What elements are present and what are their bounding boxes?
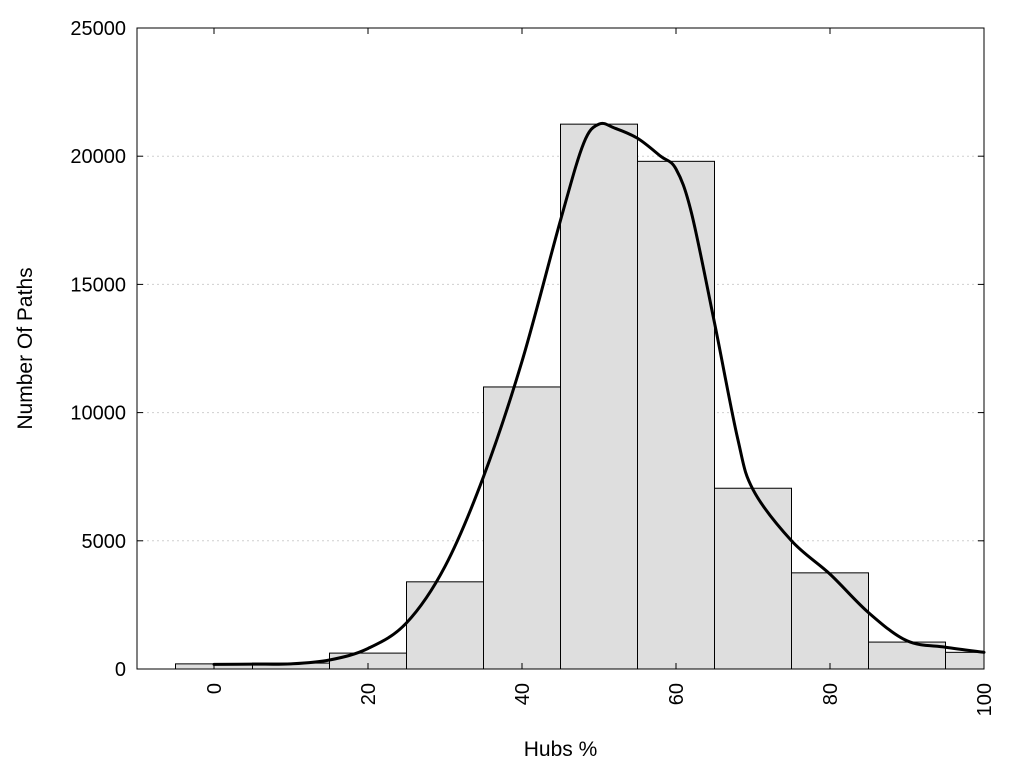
y-tick-label: 0 xyxy=(115,659,126,681)
y-tick-label: 20000 xyxy=(70,146,126,168)
plot-frame xyxy=(136,27,985,670)
y-tick-label: 15000 xyxy=(70,274,126,296)
y-tick-label: 25000 xyxy=(70,18,126,40)
x-tick-label: 60 xyxy=(666,683,688,705)
bar xyxy=(714,487,792,670)
grid-lines xyxy=(137,155,984,542)
bar xyxy=(560,123,638,670)
y-tick-label: 10000 xyxy=(70,403,126,425)
bar xyxy=(637,160,715,670)
y-axis: 0 5000 10000 15000 20000 25000 xyxy=(70,18,984,681)
x-tick-label: 40 xyxy=(512,683,534,705)
bar xyxy=(945,651,985,670)
x-tick-label: 100 xyxy=(974,683,996,716)
bars xyxy=(175,123,985,670)
y-axis-label: Number Of Paths xyxy=(14,267,37,429)
density-curve xyxy=(212,121,986,666)
x-tick-label: 20 xyxy=(358,683,380,705)
x-tick-label: 0 xyxy=(204,683,226,694)
x-tick-label: 80 xyxy=(820,683,842,705)
curve-line xyxy=(212,121,986,666)
bar xyxy=(483,386,561,670)
x-axis-label: Hubs % xyxy=(524,738,598,761)
bar xyxy=(406,581,484,670)
x-axis: 0 20 40 60 80 100 xyxy=(204,28,996,716)
y-tick-label: 5000 xyxy=(82,531,127,553)
bar xyxy=(791,572,869,670)
